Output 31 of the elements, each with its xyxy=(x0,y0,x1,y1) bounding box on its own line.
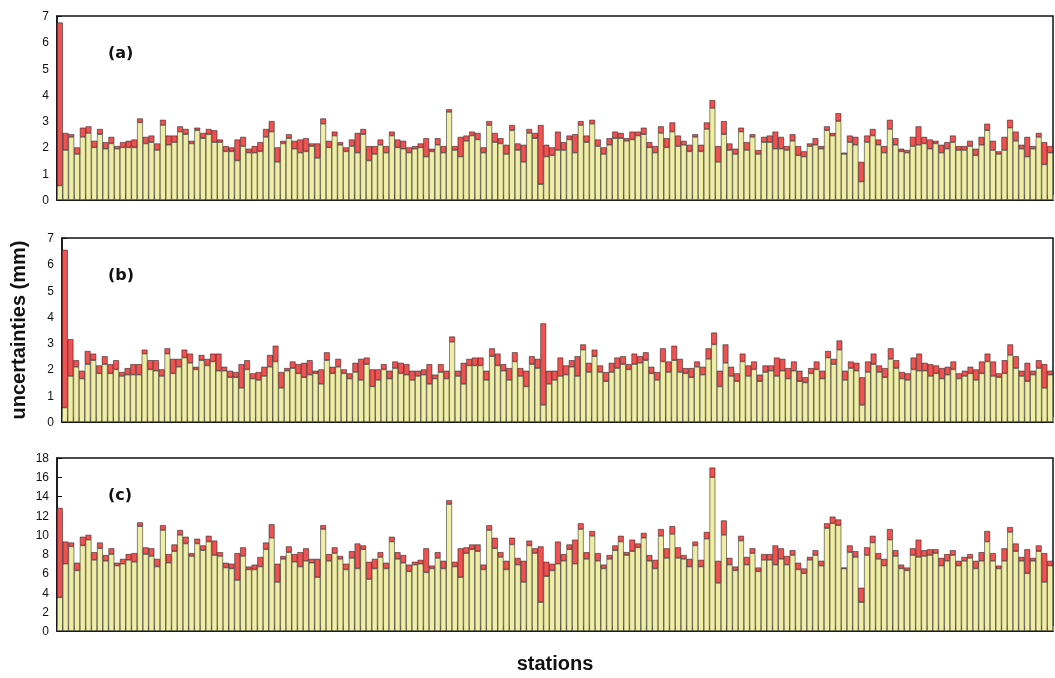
y-tick-label: 5 xyxy=(47,283,55,298)
y-tick-label: 6 xyxy=(42,35,50,50)
annotation: (a) xyxy=(108,42,134,62)
y-axis-title: uncertainties (mm) xyxy=(7,240,29,420)
y-tick-label: 8 xyxy=(42,547,50,562)
y-tick-label: 14 xyxy=(35,489,50,504)
y-tick-label: 2 xyxy=(47,362,55,377)
x-axis-title: stations xyxy=(516,652,594,674)
y-tick-label: 16 xyxy=(35,470,50,485)
annotation: (c) xyxy=(108,484,133,504)
y-tick-label: 12 xyxy=(35,508,50,523)
y-tick-label: 4 xyxy=(42,87,50,102)
y-tick-label: 2 xyxy=(42,140,50,155)
y-tick-label: 3 xyxy=(47,336,55,351)
y-tick-label: 6 xyxy=(47,257,55,272)
y-tick-label: 3 xyxy=(42,114,50,129)
y-tick-label: 1 xyxy=(42,166,50,181)
y-tick-label: 1 xyxy=(47,388,55,403)
y-tick-label: 6 xyxy=(42,566,50,581)
y-tick-label: 18 xyxy=(35,451,50,465)
y-tick-label: 4 xyxy=(42,585,50,600)
y-tick-label: 0 xyxy=(42,624,50,638)
y-tick-label: 7 xyxy=(47,231,55,245)
y-tick-label: 2 xyxy=(42,604,50,619)
y-tick-label: 10 xyxy=(35,527,50,542)
y-tick-label: 5 xyxy=(42,61,50,76)
y-tick-label: 0 xyxy=(42,193,50,207)
annotation: (b) xyxy=(108,264,135,284)
y-tick-label: 7 xyxy=(42,9,50,23)
y-tick-label: 4 xyxy=(47,309,55,324)
y-tick-label: 0 xyxy=(47,415,55,429)
